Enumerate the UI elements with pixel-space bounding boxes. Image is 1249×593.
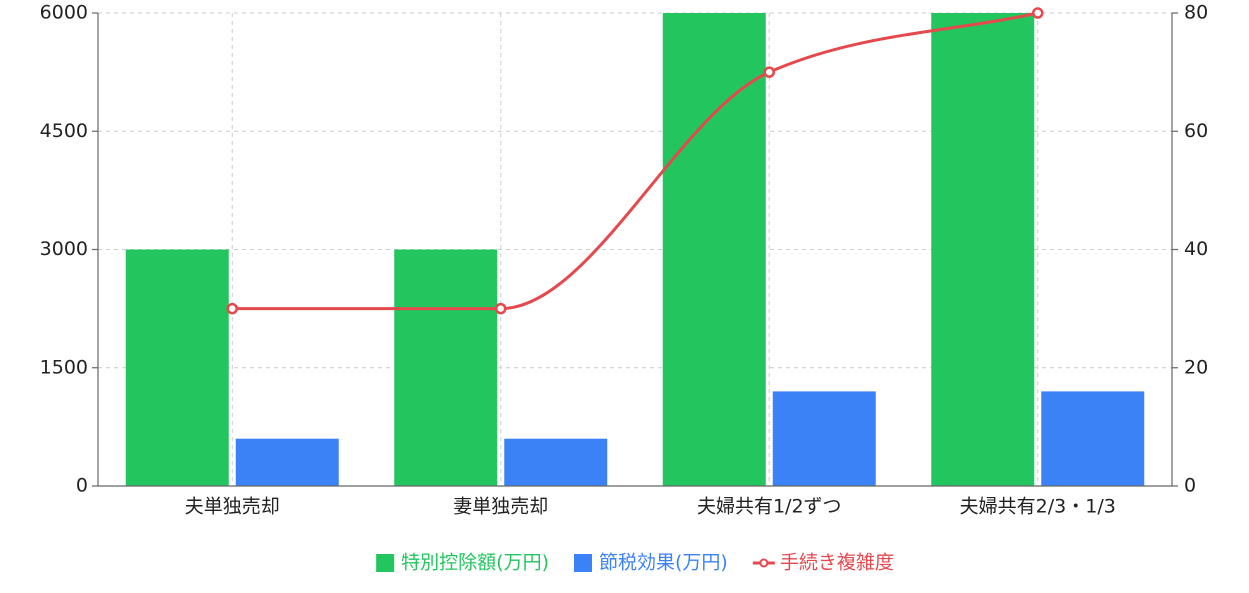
legend-swatch (376, 554, 395, 572)
line-point (226, 302, 238, 315)
line (232, 11, 1039, 311)
y-tick-label: 3000 (40, 238, 88, 260)
legend-label: 手続き複雑度 (780, 552, 894, 574)
line-point (1032, 7, 1044, 19)
bar (931, 13, 1035, 486)
bar (772, 391, 876, 486)
bar (662, 13, 766, 486)
y-tick-label: 1500 (40, 356, 88, 378)
legend: 特別控除額(万円) 節税効果(万円) 手続き複雑度 (376, 552, 894, 574)
bar (1041, 391, 1145, 486)
line-point (495, 302, 507, 315)
y2-tick-label: 80 (1184, 2, 1208, 24)
bar (504, 438, 608, 486)
y-tick-label: 4500 (40, 120, 88, 142)
bar (394, 249, 498, 486)
y2-tick-label: 20 (1184, 356, 1208, 378)
x-tick-label: 夫婦共有1/2ずつ (697, 496, 842, 518)
legend-label: 特別控除額(万円) (401, 552, 549, 574)
bar (235, 438, 339, 486)
y2-tick-label: 60 (1184, 120, 1208, 142)
bar (125, 249, 229, 486)
line-point (763, 66, 775, 78)
x-tick-label: 妻単独売却 (453, 496, 548, 518)
y-tick-label: 6000 (40, 2, 88, 24)
legend-swatch (573, 554, 592, 572)
y2-tick-label: 0 (1184, 475, 1196, 497)
x-tick-label: 夫婦共有2/3・1/3 (960, 496, 1116, 518)
y-tick-label: 0 (76, 475, 88, 497)
y2-tick-label: 40 (1184, 238, 1208, 260)
legend-label: 節税効果(万円) (599, 552, 728, 574)
legend-marker (759, 558, 769, 568)
x-tick-label: 夫単独売却 (185, 496, 280, 518)
